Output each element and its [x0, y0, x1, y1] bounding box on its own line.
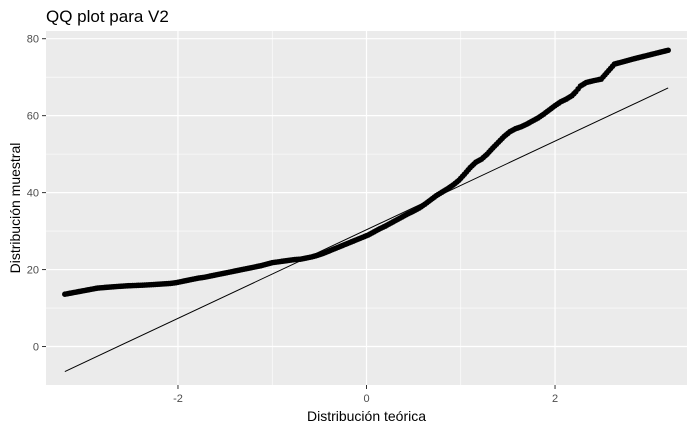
chart-title: QQ plot para V2 [46, 7, 169, 26]
major-gridlines [46, 31, 687, 385]
points-layer [62, 47, 671, 297]
x-axis-ticks: -2 0 2 [173, 385, 558, 405]
y-tick-label: 80 [27, 34, 39, 46]
y-tick-label: 0 [33, 342, 39, 354]
x-tick-label: 2 [552, 393, 558, 405]
reference-line-layer [64, 87, 669, 372]
data-point [665, 47, 671, 54]
y-axis-title: Distribución muestral [7, 143, 23, 274]
x-axis-title: Distribución teórica [307, 408, 426, 424]
reference-line [64, 87, 669, 372]
x-tick-label: 0 [363, 393, 369, 405]
y-tick-label: 60 [27, 111, 39, 123]
y-axis-ticks: 0 20 40 60 80 [27, 34, 46, 354]
x-tick-label: -2 [173, 393, 183, 405]
y-tick-label: 20 [27, 265, 39, 277]
y-tick-label: 40 [27, 188, 39, 200]
